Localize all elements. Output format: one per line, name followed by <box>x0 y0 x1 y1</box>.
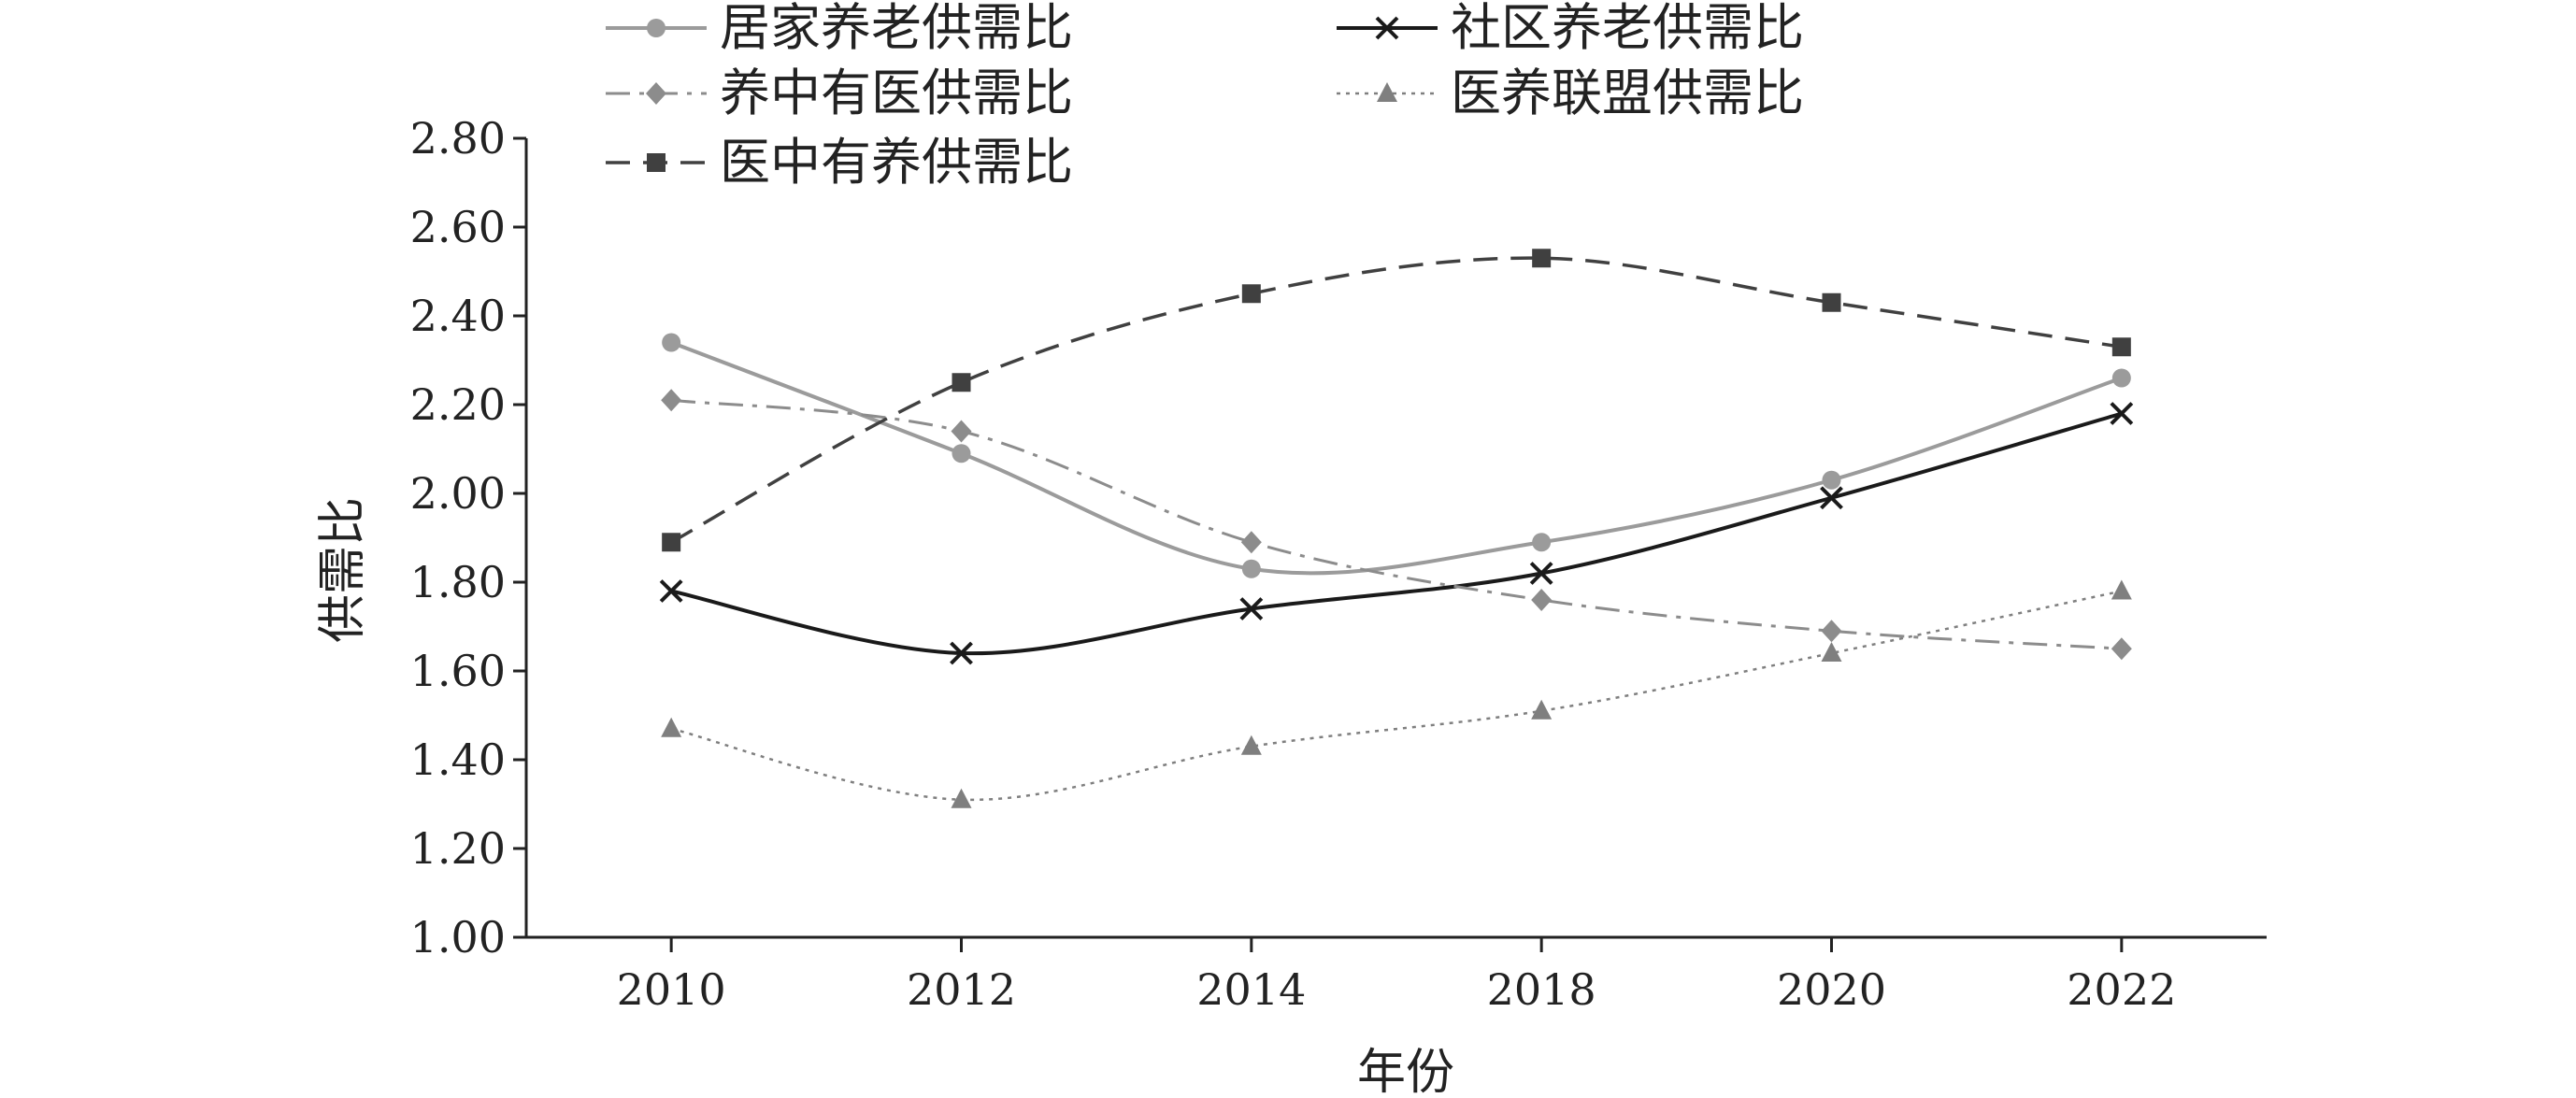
series-line <box>670 256 2123 544</box>
series-4 <box>661 579 2132 808</box>
legend-item: 居家养老供需比 <box>606 0 1073 57</box>
data-point-triangle <box>661 717 682 737</box>
data-point-circle <box>662 333 681 352</box>
data-point-circle <box>2111 368 2131 388</box>
data-point-triangle <box>1531 699 1553 720</box>
data-point-triangle <box>2111 579 2132 600</box>
data-point-square <box>1241 284 1261 304</box>
data-point-triangle <box>951 788 972 808</box>
y-tick-label: 1.00 <box>410 912 506 963</box>
legend-item: 医养联盟供需比 <box>1337 64 1804 122</box>
legend-item: 医中有养供需比 <box>606 133 1073 192</box>
y-tick-label: 1.60 <box>410 646 506 696</box>
data-point-diamond <box>1531 589 1553 611</box>
data-point-square <box>952 373 971 392</box>
series-5 <box>662 249 2131 552</box>
series-line <box>670 411 2123 656</box>
data-point-square <box>1532 249 1552 268</box>
x-tick-label: 2022 <box>2067 964 2176 1015</box>
data-point-circle <box>1532 533 1552 552</box>
data-point-x <box>950 641 973 665</box>
series-1 <box>662 333 2131 578</box>
legend-marker-circle <box>647 19 665 37</box>
data-point-circle <box>1241 559 1261 578</box>
y-tick-label: 1.40 <box>410 734 506 785</box>
x-tick-label: 2010 <box>617 964 726 1015</box>
series-3 <box>661 389 2132 661</box>
data-point-triangle <box>1821 642 1842 662</box>
data-point-x <box>1239 597 1264 620</box>
series-line <box>671 398 2122 650</box>
data-point-x <box>659 579 683 603</box>
legend-label: 社区养老供需比 <box>1451 0 1804 57</box>
series-2 <box>659 402 2134 665</box>
legend-item: 养中有医供需比 <box>606 64 1073 122</box>
legend-marker-diamond <box>646 82 666 105</box>
axes: 1.00 1.20 1.40 1.60 1.80 2.00 2.20 2.40 2.60 2.80… <box>410 113 2267 1015</box>
x-tick-label: 2020 <box>1777 964 1886 1015</box>
y-tick-label: 2.20 <box>410 379 506 430</box>
data-point-diamond <box>951 420 972 443</box>
data-point-diamond <box>661 389 682 412</box>
x-tick-label: 2014 <box>1196 964 1306 1015</box>
data-point-x <box>1529 562 1553 585</box>
legend-label: 居家养老供需比 <box>720 0 1073 57</box>
legend-marker-triangle <box>1377 82 1397 102</box>
data-point-square <box>662 533 681 552</box>
y-tick-label: 1.80 <box>410 557 506 607</box>
data-point-x <box>2110 402 2134 425</box>
series-line <box>670 590 2123 802</box>
legend-marker-square <box>647 153 665 172</box>
data-point-square <box>1822 292 1841 312</box>
data-point-diamond <box>1240 531 1262 554</box>
legend-label: 医中有养供需比 <box>720 133 1073 192</box>
y-tick-label: 2.00 <box>410 468 506 519</box>
legend-marker-x <box>1375 16 1399 40</box>
data-point-circle <box>1822 470 1841 490</box>
y-tick-label: 2.80 <box>410 113 506 164</box>
data-point-diamond <box>2111 637 2132 661</box>
x-tick-label: 2012 <box>907 964 1016 1015</box>
y-tick-label: 2.60 <box>410 202 506 252</box>
x-axis-title: 年份 <box>1357 1045 1454 1098</box>
data-point-square <box>2111 337 2131 357</box>
series-layer <box>659 249 2134 808</box>
series-line <box>670 340 2123 576</box>
data-point-circle <box>952 444 971 463</box>
legend-item: 社区养老供需比 <box>1337 0 1804 57</box>
data-point-diamond <box>1821 620 1842 643</box>
legend-label: 医养联盟供需比 <box>1451 64 1804 122</box>
y-axis-title: 供需比 <box>315 497 371 643</box>
y-tick-label: 2.40 <box>410 291 506 341</box>
legend-label: 养中有医供需比 <box>720 64 1073 122</box>
data-point-x <box>1820 486 1843 510</box>
data-point-triangle <box>1240 734 1262 755</box>
x-tick-label: 2018 <box>1487 964 1596 1015</box>
y-tick-label: 1.20 <box>410 823 506 874</box>
